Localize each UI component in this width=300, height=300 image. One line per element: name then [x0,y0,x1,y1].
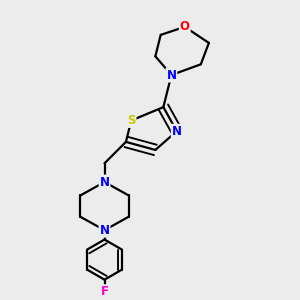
Text: N: N [167,68,176,82]
Text: N: N [100,224,110,237]
Text: S: S [127,114,136,127]
Text: N: N [100,176,110,188]
Text: O: O [180,20,190,33]
Text: N: N [172,125,182,138]
Text: F: F [100,285,109,298]
